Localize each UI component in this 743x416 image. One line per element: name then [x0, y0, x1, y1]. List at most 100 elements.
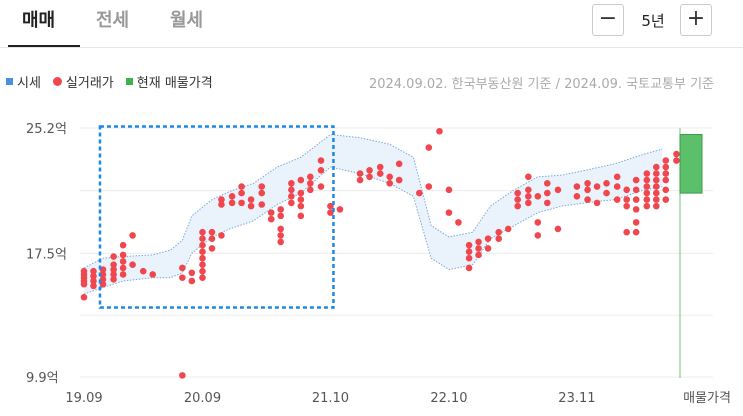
tabs-divider — [0, 47, 743, 48]
period-selector: − 5년 + — [592, 4, 714, 36]
transaction-point — [484, 235, 492, 242]
transaction-point — [228, 199, 236, 207]
transaction-point — [119, 264, 127, 272]
market-price-band — [84, 134, 663, 294]
tab-jeonse[interactable]: 전세 — [96, 10, 130, 31]
transaction-point — [218, 196, 225, 203]
transaction-point — [495, 235, 503, 242]
transaction-point — [179, 264, 186, 272]
transaction-point — [110, 253, 117, 260]
transaction-point — [643, 189, 651, 197]
transaction-point — [573, 183, 581, 190]
transaction-point — [110, 271, 117, 278]
transaction-point — [139, 267, 147, 275]
transaction-point — [593, 199, 601, 207]
transaction-point — [208, 235, 216, 242]
transaction-point — [662, 186, 670, 194]
transaction-point — [632, 186, 640, 194]
transaction-point — [632, 176, 640, 184]
transaction-point — [543, 189, 551, 197]
transaction-point — [307, 173, 314, 181]
transaction-point — [475, 238, 482, 246]
transaction-point — [584, 196, 591, 203]
transaction-point — [277, 225, 284, 233]
transaction-point — [336, 206, 344, 213]
transaction-point — [99, 271, 107, 278]
transaction-point — [238, 189, 245, 197]
transaction-point — [386, 173, 394, 181]
transaction-point — [465, 254, 473, 262]
x-tick-label: 20.09 — [184, 391, 221, 406]
transaction-point — [366, 167, 373, 174]
y-tick-label: 9.9억 — [26, 371, 59, 386]
period-plus-button[interactable]: + — [680, 4, 712, 36]
transaction-point — [218, 232, 225, 239]
transaction-point — [277, 238, 284, 246]
transaction-point — [366, 173, 373, 181]
transaction-point — [662, 170, 670, 177]
transaction-point — [258, 183, 266, 190]
transaction-point — [288, 186, 295, 194]
transaction-point — [188, 277, 196, 285]
transaction-point — [395, 160, 403, 168]
transaction-point — [99, 280, 107, 288]
y-tick-label: 25.2억 — [26, 122, 67, 137]
legend-actual: 실거래가 — [52, 72, 114, 91]
transaction-point — [199, 274, 206, 282]
transaction-point — [445, 209, 453, 216]
transaction-point — [584, 186, 591, 194]
transaction-point — [673, 157, 680, 164]
transaction-point — [110, 266, 117, 273]
transaction-point — [425, 183, 433, 190]
transaction-point — [554, 186, 562, 194]
transaction-point — [643, 176, 651, 184]
transaction-point — [554, 225, 562, 233]
active-tab-underline — [8, 45, 80, 47]
transaction-point — [465, 264, 473, 272]
transaction-point — [673, 150, 680, 158]
transaction-point — [662, 196, 670, 203]
transaction-point — [416, 189, 423, 197]
transaction-point — [179, 372, 186, 379]
transaction-point — [199, 235, 206, 242]
period-minus-button[interactable]: − — [592, 4, 624, 36]
legend-listing: 현재 매물가격 — [125, 72, 213, 91]
transaction-point — [267, 215, 275, 223]
transaction-point — [653, 202, 660, 210]
transaction-point — [623, 186, 630, 194]
transaction-point — [188, 269, 196, 277]
transaction-point — [662, 157, 670, 164]
transaction-point — [258, 201, 266, 208]
transaction-point — [514, 202, 521, 210]
tab-monthly-rent[interactable]: 월세 — [170, 10, 204, 31]
x-tick-label: 19.09 — [65, 391, 102, 406]
transaction-point — [149, 271, 157, 278]
legend-actual-label: 실거래가 — [65, 76, 114, 91]
transaction-point — [662, 163, 670, 171]
transaction-point — [632, 196, 640, 203]
transaction-point — [495, 228, 503, 236]
transaction-point — [218, 201, 225, 208]
transaction-point — [99, 266, 107, 273]
transaction-point — [465, 248, 473, 255]
transaction-point — [445, 186, 453, 194]
transaction-point — [119, 241, 127, 249]
transaction-point — [247, 196, 255, 203]
listing-price-bar — [679, 134, 703, 194]
transaction-point — [534, 193, 542, 200]
transaction-point — [613, 196, 621, 203]
transaction-point — [129, 232, 136, 239]
transaction-point — [643, 196, 651, 203]
transaction-point — [288, 193, 295, 200]
tab-sale[interactable]: 매매 — [22, 10, 56, 31]
transaction-point — [643, 170, 651, 177]
transaction-point — [90, 282, 97, 290]
transaction-point — [514, 189, 521, 197]
transaction-point — [199, 254, 206, 262]
transaction-point — [653, 183, 660, 190]
transaction-point — [653, 189, 660, 197]
transaction-point — [119, 271, 127, 278]
x-tick-label: 22.10 — [430, 391, 467, 406]
transaction-point — [632, 228, 640, 236]
transaction-point — [238, 183, 245, 190]
